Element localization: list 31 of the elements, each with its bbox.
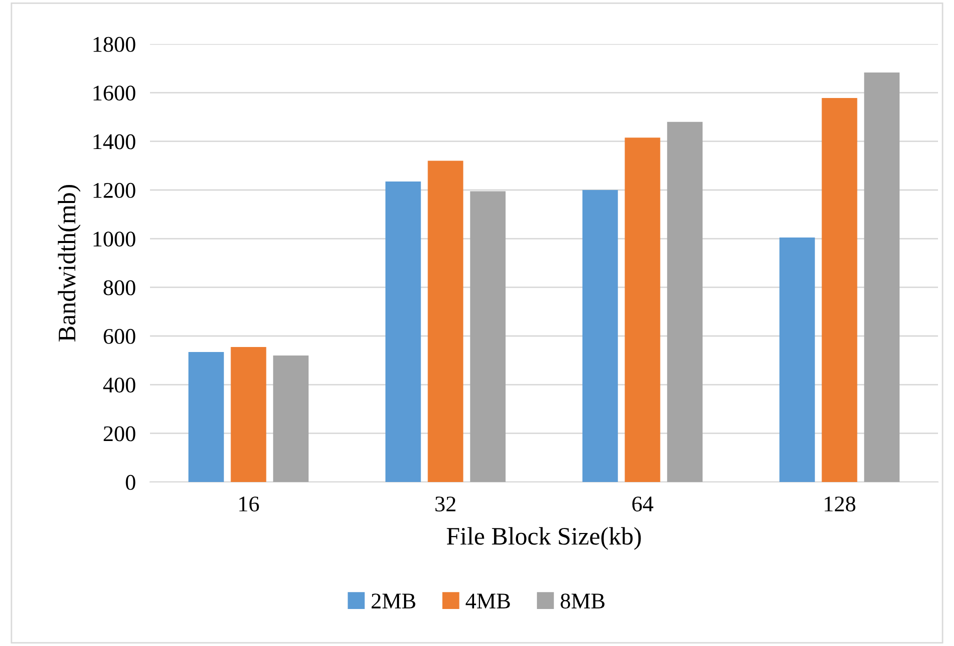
y-tick-label: 1000 xyxy=(94,232,136,247)
y-tick-label: 1800 xyxy=(94,36,136,52)
bar xyxy=(667,122,703,482)
y-tick-label: 1400 xyxy=(94,134,136,150)
legend-label: 4MB xyxy=(466,594,510,608)
legend-label: 8MB xyxy=(560,594,604,609)
y-tick-label: 1600 xyxy=(94,86,136,101)
legend-label: 2MB xyxy=(372,594,416,608)
bar xyxy=(273,355,309,482)
y-tick-label: 200 xyxy=(104,426,136,442)
y-tick-label: 600 xyxy=(104,328,136,344)
x-tick-label: 32 xyxy=(435,496,456,512)
y-tick-label: 800 xyxy=(104,280,136,296)
y-tick-label: 0 xyxy=(126,474,136,490)
y-tick-label: 400 xyxy=(103,378,136,393)
x-tick-label: 64 xyxy=(632,496,654,512)
bar xyxy=(582,190,618,482)
bar xyxy=(624,138,660,482)
y-axis-title: Bandwidth(mb) xyxy=(58,184,81,342)
bar xyxy=(230,346,266,482)
bar xyxy=(470,191,506,482)
x-tick-label: 16 xyxy=(239,496,259,512)
bar xyxy=(822,98,858,482)
bar xyxy=(428,160,464,482)
bar xyxy=(188,352,224,482)
y-tick-label: 1200 xyxy=(94,182,136,198)
x-tick-label: 128 xyxy=(824,496,856,512)
bar xyxy=(779,237,815,482)
x-axis-title: File Block Size(kb) xyxy=(446,527,641,550)
bar xyxy=(864,72,900,482)
bar xyxy=(385,181,421,482)
